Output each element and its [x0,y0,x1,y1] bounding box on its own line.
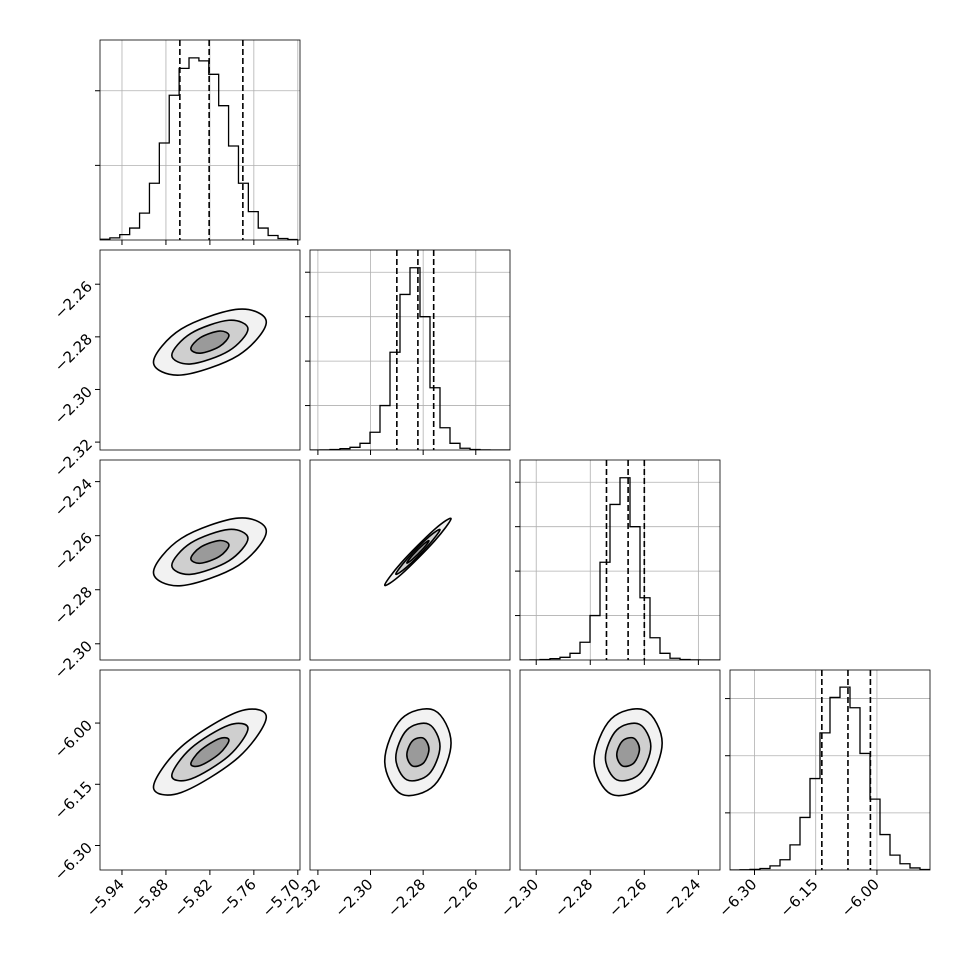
x-tick-label: −2.28 [384,875,429,920]
panel-frame [99,459,301,661]
plot-area [152,308,268,376]
x-tick-label: −2.28 [551,875,596,920]
x-tick-label: −2.26 [605,875,650,920]
y-tick-label: −2.26 [51,529,96,574]
plot-area [310,250,510,450]
contour [406,539,430,564]
contour [190,539,230,565]
plot-area [520,460,720,660]
histogram-step [310,267,510,450]
contour [406,736,430,768]
x-tick-label: −5.76 [215,875,260,920]
panel-frame [99,249,301,451]
plot-area [383,708,452,797]
x-tick-label: −5.94 [83,875,128,920]
panel: −2.26 −2.28 −2.30 −2.32 [51,249,301,481]
panel [305,249,511,455]
y-tick-label: −6.15 [51,778,96,823]
panel-frame [519,669,721,871]
panel: −5.94−5.88−5.82−5.76−5.70−6.00−6.15−6.30 [51,669,304,921]
plot-area [100,40,298,240]
panel [95,39,301,245]
contour [190,330,230,354]
plot-area [152,517,268,587]
plot-area [152,708,268,796]
y-tick-label: −2.30 [51,383,96,428]
y-tick-label: −2.28 [51,583,96,628]
x-tick-label: −5.82 [171,875,216,920]
plot-area [593,708,663,797]
x-tick-label: −2.24 [659,875,704,920]
panel-frame [309,249,511,451]
histogram-step [730,686,930,870]
panel: −2.24 −2.26 −2.28 −2.30 [51,459,301,682]
panel: −2.32 −2.30 −2.28 −2.26 [279,669,511,921]
panel-frame [309,459,511,661]
y-tick-label: −2.28 [51,330,96,375]
y-tick-label: −2.26 [51,277,96,322]
x-tick-label: −6.00 [838,875,883,920]
x-tick-label: −5.88 [127,875,172,920]
y-tick-label: −2.32 [51,435,96,480]
panel-frame [729,669,931,871]
panel-frame [99,669,301,871]
contour [615,736,641,768]
panel-frame [99,39,301,241]
panel: −6.30 −6.15 −6.00 [715,669,931,921]
panel-frame [519,459,721,661]
panel-frame [309,669,511,871]
contour [190,736,230,768]
y-tick-label: −6.30 [51,839,96,884]
x-tick-label: −2.26 [437,875,482,920]
x-tick-label: −2.30 [497,875,542,920]
y-tick-label: −2.24 [51,475,96,520]
plot-area [730,670,930,870]
plot-area [383,517,452,587]
x-tick-label: −6.15 [776,875,821,920]
panel [309,459,511,661]
histogram-step [520,477,720,660]
x-tick-label: −2.30 [331,875,376,920]
panel [515,459,721,665]
panel: −2.30 −2.28 −2.26 −2.24 [497,669,721,921]
y-tick-label: −6.00 [51,716,96,761]
x-tick-label: −6.30 [715,875,760,920]
y-tick-label: −2.30 [51,637,96,682]
histogram-step [100,57,298,240]
